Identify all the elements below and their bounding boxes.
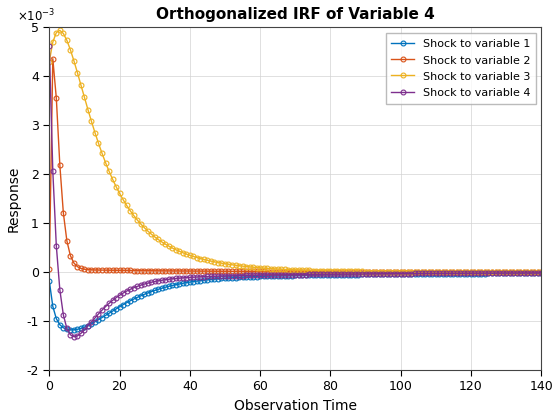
Shock to variable 1 (478, 271, 485, 276)
Shock to variable 4 (77, 331, 84, 336)
Shock to variable 3 (517, 270, 524, 275)
Shock to variable 3 (468, 270, 474, 275)
Shock to variable 3 (49, 39, 56, 45)
Shock to variable 4 (71, 334, 77, 339)
Shock to variable 2 (53, 96, 60, 101)
Line: Shock to variable 4: Shock to variable 4 (47, 43, 544, 339)
Shock to variable 1 (49, 304, 56, 309)
Shock to variable 3 (211, 259, 218, 264)
Shock to variable 2 (478, 270, 485, 275)
Shock to variable 4 (46, 43, 53, 48)
Shock to variable 4 (478, 270, 485, 276)
Shock to variable 2 (49, 56, 56, 61)
Shock to variable 2 (77, 266, 84, 271)
Shock to variable 1 (67, 327, 74, 332)
Shock to variable 3 (57, 28, 63, 33)
Shock to variable 2 (517, 270, 524, 275)
Shock to variable 4 (211, 274, 218, 279)
Text: $\times10^{-3}$: $\times10^{-3}$ (17, 7, 55, 24)
Shock to variable 4 (538, 270, 544, 276)
Shock to variable 2 (538, 270, 544, 275)
Shock to variable 1 (211, 276, 218, 281)
Shock to variable 1 (538, 271, 544, 276)
Shock to variable 1 (517, 271, 524, 276)
Line: Shock to variable 3: Shock to variable 3 (47, 28, 544, 275)
Shock to variable 4 (49, 169, 56, 174)
Shock to variable 3 (478, 270, 485, 275)
Legend: Shock to variable 1, Shock to variable 2, Shock to variable 3, Shock to variable: Shock to variable 1, Shock to variable 2… (386, 33, 535, 104)
Shock to variable 2 (211, 269, 218, 274)
Shock to variable 1 (77, 326, 84, 331)
Shock to variable 3 (538, 270, 544, 275)
Shock to variable 2 (46, 267, 53, 272)
Shock to variable 4 (517, 270, 524, 276)
Shock to variable 1 (46, 278, 53, 284)
X-axis label: Observation Time: Observation Time (234, 399, 357, 413)
Title: Orthogonalized IRF of Variable 4: Orthogonalized IRF of Variable 4 (156, 7, 435, 22)
Y-axis label: Response: Response (7, 165, 21, 232)
Shock to variable 3 (77, 82, 84, 87)
Shock to variable 2 (468, 270, 474, 275)
Shock to variable 1 (468, 271, 474, 276)
Line: Shock to variable 1: Shock to variable 1 (47, 271, 544, 332)
Shock to variable 3 (46, 59, 53, 64)
Line: Shock to variable 2: Shock to variable 2 (47, 56, 544, 275)
Shock to variable 4 (468, 270, 474, 276)
